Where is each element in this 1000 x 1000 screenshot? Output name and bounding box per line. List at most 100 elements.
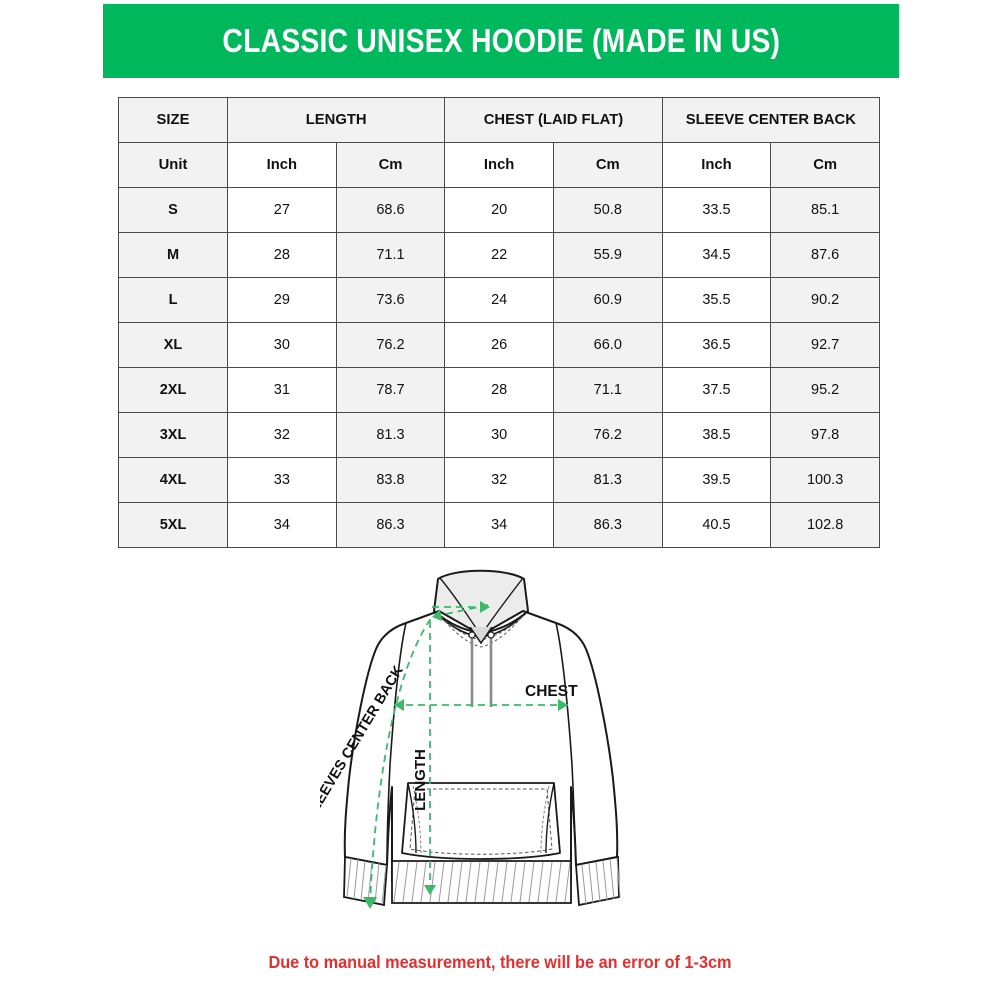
size-cell: S — [118, 187, 228, 233]
eyelet-right — [487, 631, 495, 639]
sleeve-inch-cell: 33.5 — [661, 187, 772, 233]
length-inch-cell: 34 — [227, 502, 337, 548]
group-header-chest: CHEST (LAID FLAT) — [444, 97, 663, 143]
left-armhole-seam — [386, 622, 407, 866]
chest-cm-cell: 50.8 — [552, 187, 663, 233]
sleeve-inch-cell: 38.5 — [661, 412, 772, 458]
pocket-right-stitch — [540, 785, 550, 854]
length-inch-cell: 31 — [227, 367, 337, 413]
chest-inch-cell: 22 — [444, 232, 554, 278]
sleeve-arrow-bottom — [363, 897, 377, 909]
table-group-header-row: SIZE LENGTH CHEST (LAID FLAT) SLEEVE CEN… — [118, 97, 881, 143]
chest-cm-cell: 60.9 — [552, 277, 663, 323]
size-cell: M — [118, 232, 228, 278]
sleeve-inch-cell: 40.5 — [661, 502, 772, 548]
length-cm-cell: 68.6 — [335, 187, 446, 233]
size-cell: 4XL — [118, 457, 228, 503]
table-row: 2XL 31 78.7 28 71.1 37.5 95.2 — [118, 367, 880, 413]
unit-header-chest-cm: Cm — [552, 142, 663, 188]
length-cm-cell: 73.6 — [335, 277, 446, 323]
chest-inch-cell: 20 — [444, 187, 554, 233]
table-row: L 29 73.6 24 60.9 35.5 90.2 — [118, 277, 880, 323]
chest-inch-cell: 28 — [444, 367, 554, 413]
chest-inch-cell: 34 — [444, 502, 554, 548]
size-cell: 3XL — [118, 412, 228, 458]
right-armhole-seam — [555, 622, 577, 866]
length-cm-cell: 76.2 — [335, 322, 446, 368]
chest-arrow-right — [558, 699, 568, 711]
sleeve-cm-cell: 92.7 — [770, 322, 880, 368]
length-label: LENGTH — [412, 749, 429, 811]
waistband-outline — [391, 860, 572, 904]
pocket-left-stitch — [412, 785, 422, 854]
length-inch-cell: 30 — [227, 322, 337, 368]
pocket-right-seam — [545, 782, 555, 854]
page-title: CLASSIC UNISEX HOODIE (MADE IN US) — [222, 22, 780, 59]
chest-cm-cell: 55.9 — [552, 232, 663, 278]
group-header-sleeve: SLEEVE CENTER BACK — [661, 97, 881, 143]
length-arrow-top — [432, 609, 442, 621]
chest-inch-cell: 32 — [444, 457, 554, 503]
chest-cm-cell: 66.0 — [552, 322, 663, 368]
group-header-size: SIZE — [118, 97, 228, 143]
size-cell: 2XL — [118, 367, 228, 413]
table-row: XL 30 76.2 26 66.0 36.5 92.7 — [118, 322, 880, 368]
unit-header-sleeve-cm: Cm — [770, 142, 880, 188]
hood-arrow-right — [480, 601, 490, 613]
sleeve-guide-line — [369, 604, 489, 906]
unit-header-unit: Unit — [118, 142, 228, 188]
hoodie-diagram: CHEST LENGTH SLEEVES CENTER BACK — [320, 565, 680, 935]
waistband-ribbing — [391, 860, 572, 904]
sleeve-cm-cell: 102.8 — [770, 502, 880, 548]
chest-cm-cell: 76.2 — [552, 412, 663, 458]
table-row: S 27 68.6 20 50.8 33.5 85.1 — [118, 187, 880, 233]
size-cell: 5XL — [118, 502, 228, 548]
unit-header-sleeve-inch: Inch — [661, 142, 772, 188]
sleeve-cm-cell: 95.2 — [770, 367, 880, 413]
hoodie-illustration-icon: CHEST LENGTH SLEEVES CENTER BACK — [320, 569, 621, 909]
size-chart-table: SIZE LENGTH CHEST (LAID FLAT) SLEEVE CEN… — [118, 97, 881, 548]
right-cuff-ribbing — [575, 855, 621, 907]
sleeve-cm-cell: 85.1 — [770, 187, 880, 233]
length-inch-cell: 28 — [227, 232, 337, 278]
length-inch-cell: 33 — [227, 457, 337, 503]
header-banner: CLASSIC UNISEX HOODIE (MADE IN US) — [103, 4, 899, 78]
chest-label: CHEST — [525, 683, 578, 700]
hood-interior-fill — [436, 571, 526, 629]
table-row: 4XL 33 83.8 32 81.3 39.5 100.3 — [118, 457, 880, 503]
sleeve-cm-cell: 90.2 — [770, 277, 880, 323]
length-cm-cell: 78.7 — [335, 367, 446, 413]
length-cm-cell: 83.8 — [335, 457, 446, 503]
sleeve-cm-cell: 97.8 — [770, 412, 880, 458]
chest-arrow-left — [394, 699, 404, 711]
kangaroo-pocket — [401, 782, 561, 860]
size-cell: XL — [118, 322, 228, 368]
table-row: 3XL 32 81.3 30 76.2 38.5 97.8 — [118, 412, 880, 458]
table-row: 5XL 34 86.3 34 86.3 40.5 102.8 — [118, 502, 880, 548]
sleeve-cm-cell: 87.6 — [770, 232, 880, 278]
chest-inch-cell: 24 — [444, 277, 554, 323]
chest-inch-cell: 30 — [444, 412, 554, 458]
sleeve-inch-cell: 35.5 — [661, 277, 772, 323]
sleeve-inch-cell: 39.5 — [661, 457, 772, 503]
length-cm-cell: 86.3 — [335, 502, 446, 548]
length-inch-cell: 29 — [227, 277, 337, 323]
chest-cm-cell: 71.1 — [552, 367, 663, 413]
unit-header-length-inch: Inch — [227, 142, 337, 188]
pocket-stitch-inner — [409, 788, 553, 855]
size-cell: L — [118, 277, 228, 323]
measurement-arrowheads — [363, 601, 568, 909]
table-unit-header-row: Unit Inch Cm Inch Cm Inch Cm — [118, 142, 880, 188]
hood-left-fold — [439, 577, 479, 632]
length-arrow-bottom — [424, 885, 436, 895]
sleeve-inch-cell: 36.5 — [661, 322, 772, 368]
hood-outline — [433, 569, 529, 634]
length-cm-cell: 71.1 — [335, 232, 446, 278]
chest-cm-cell: 81.3 — [552, 457, 663, 503]
chest-cm-cell: 86.3 — [552, 502, 663, 548]
hood-opening-stitch-2 — [440, 616, 523, 648]
sleeve-inch-cell: 37.5 — [661, 367, 772, 413]
measurement-disclaimer: Due to manual measurement, there will be… — [268, 952, 732, 972]
sleeve-cm-cell: 100.3 — [770, 457, 880, 503]
